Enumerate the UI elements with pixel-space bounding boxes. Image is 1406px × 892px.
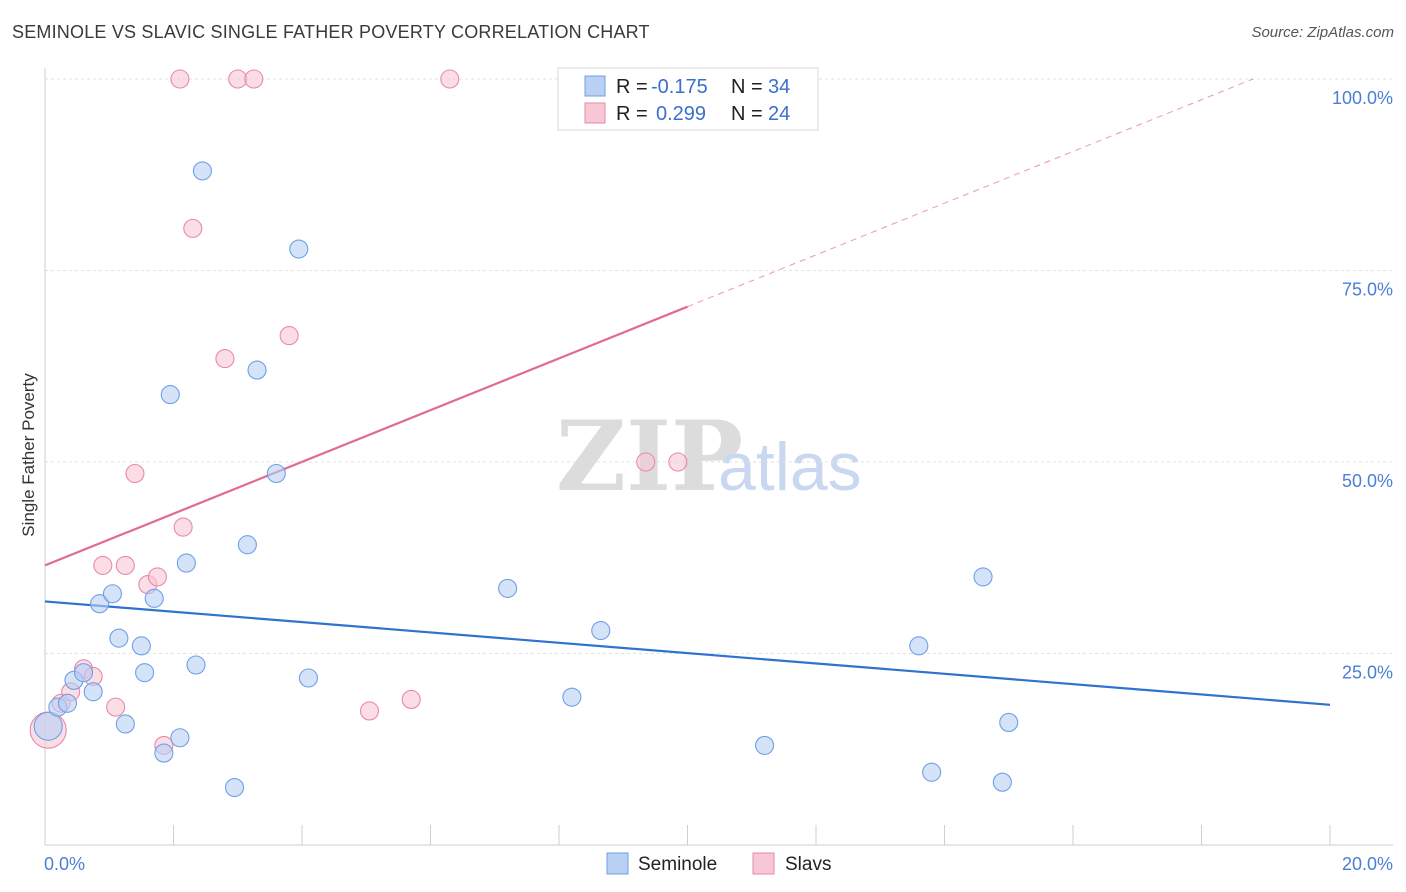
data-point-slavs [115, 555, 135, 575]
trend-lines [44, 78, 1331, 706]
data-point-seminole [186, 655, 206, 675]
y-tick-label-25: 25.0% [1342, 663, 1393, 683]
y-tick-label-100: 100.0% [1332, 88, 1393, 108]
data-point-slavs [125, 463, 145, 484]
data-point-seminole [909, 636, 929, 656]
data-point-seminole [973, 567, 993, 587]
data-point-seminole [135, 663, 155, 683]
data-point-seminole [57, 693, 78, 713]
data-point-seminole [115, 714, 135, 734]
data-point-slavs [401, 689, 421, 710]
data-point-seminole [154, 743, 174, 763]
y-tick-label-50: 50.0% [1342, 471, 1393, 491]
data-point-seminole [74, 663, 94, 683]
trend-line-slavs [44, 305, 688, 567]
data-point-seminole [144, 588, 164, 608]
data-point-slavs [147, 567, 167, 587]
data-point-seminole [83, 682, 103, 702]
legend-r-value-slavs: 0.299 [656, 103, 706, 125]
data-point-seminole [160, 385, 180, 405]
y-axis-title: Single Father Poverty [19, 373, 38, 537]
data-point-seminole [266, 463, 286, 484]
data-point-slavs [106, 697, 126, 717]
bottom-legend-swatch-seminole [606, 852, 629, 875]
data-point-seminole [922, 762, 942, 782]
data-point-seminole [90, 594, 110, 614]
bottom-legend-label-slavs: Slavs [785, 854, 831, 875]
x-tick-label-min: 0.0% [44, 854, 85, 874]
data-point-seminole [33, 711, 63, 741]
legend-swatch-slavs [584, 102, 606, 124]
bottom-legend: Seminole Slavs [606, 852, 831, 875]
data-point-slavs [173, 517, 193, 537]
watermark-atlas: atlas [718, 429, 862, 505]
legend-swatch-seminole [584, 75, 606, 97]
bottom-legend-swatch-slavs [752, 852, 775, 875]
data-point-slavs [279, 326, 299, 346]
data-point-seminole [247, 360, 267, 380]
legend-n-value-seminole: 34 [768, 76, 790, 98]
data-point-seminole [992, 772, 1012, 792]
legend-r-value-seminole: -0.175 [651, 76, 708, 98]
legend-n-label-slavs: N = [731, 103, 763, 125]
data-point-seminole [109, 628, 129, 648]
chart-title: SEMINOLE VS SLAVIC SINGLE FATHER POVERTY… [12, 22, 650, 42]
data-point-seminole [176, 553, 196, 573]
bottom-legend-label-seminole: Seminole [638, 854, 717, 875]
data-point-seminole [999, 712, 1019, 732]
data-point-seminole [755, 735, 775, 755]
data-point-seminole [562, 687, 582, 707]
data-point-slavs [668, 452, 688, 472]
data-point-slavs [440, 69, 460, 89]
data-point-seminole [289, 239, 309, 259]
data-point-seminole [298, 668, 318, 688]
trend-line-slavs-extension [687, 78, 1254, 308]
legend-box: R = -0.175 N = 34 R = 0.299 N = 24 [557, 67, 819, 131]
data-point-seminole [498, 578, 518, 598]
data-point-slavs [215, 349, 235, 369]
legend-r-label-slavs: R = [616, 103, 648, 125]
data-point-seminole [224, 777, 245, 798]
data-points [29, 69, 1019, 798]
data-point-slavs [636, 452, 656, 472]
chart-source: Source: ZipAtlas.com [1251, 24, 1394, 41]
data-point-seminole [237, 535, 257, 555]
data-point-seminole [170, 728, 190, 748]
legend-n-value-slavs: 24 [768, 103, 790, 125]
y-tick-label-75: 75.0% [1342, 280, 1393, 300]
data-point-seminole [591, 620, 611, 641]
data-point-slavs [170, 69, 190, 89]
legend-r-label-seminole: R = [616, 76, 648, 98]
data-point-seminole [131, 636, 151, 656]
gridlines [45, 78, 1393, 654]
data-point-slavs [183, 218, 203, 238]
legend-n-label-seminole: N = [731, 76, 763, 98]
y-tick-labels: 25.0% 50.0% 75.0% 100.0% [1332, 88, 1393, 683]
data-point-slavs [228, 69, 248, 89]
data-point-slavs [359, 701, 380, 721]
data-point-seminole [102, 584, 123, 604]
trend-line-seminole [44, 600, 1331, 706]
x-tick-label-max: 20.0% [1342, 854, 1393, 874]
data-point-slavs [244, 69, 264, 89]
data-point-seminole [192, 161, 212, 181]
data-point-slavs [93, 555, 113, 575]
